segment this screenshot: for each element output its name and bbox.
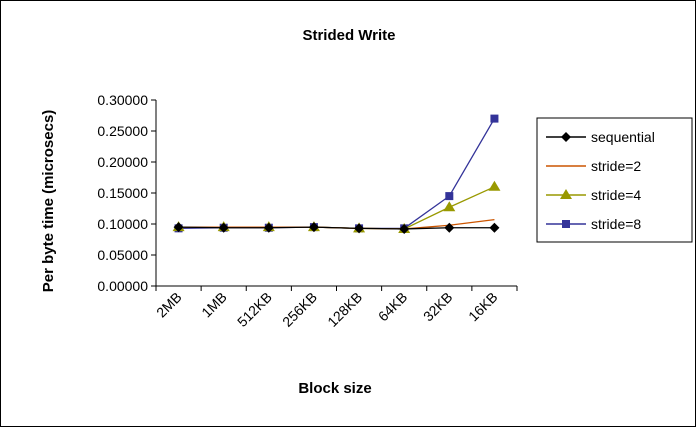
data-point [490,114,499,123]
legend-label: sequential [591,129,655,145]
y-tick-label: 0.20000 [97,154,148,170]
x-tick-label: 16KB [465,289,501,325]
legend-label: stride=4 [591,187,641,203]
data-point [488,180,501,191]
y-tick-label: 0.25000 [97,123,148,139]
legend-label: stride=8 [591,216,641,232]
series-line [178,118,495,229]
x-tick-label: 1MB [198,289,230,321]
data-point [308,222,319,233]
data-point [263,222,274,233]
legend-label: stride=2 [591,158,641,174]
legend-marker [560,189,572,199]
y-tick-label: 0.15000 [97,185,148,201]
legend-marker [562,220,570,228]
series-stride-8 [174,114,499,233]
data-point [354,223,365,234]
x-tick-label: 64KB [375,289,411,325]
x-tick-label: 256KB [279,289,320,330]
series-layer [172,114,501,234]
y-axis-title: Per byte time (microsecs) [40,110,57,293]
x-tick-label: 32KB [420,289,456,325]
x-tick-label: 128KB [324,289,365,330]
data-point [443,201,456,212]
chart-title: Strided Write [302,27,395,44]
legend-item: stride=4 [546,187,641,203]
series-sequential [173,222,500,234]
data-point [445,192,454,201]
data-point [489,222,500,233]
y-tick-label: 0.30000 [97,92,148,108]
y-tick-label: 0.10000 [97,216,148,232]
legend-marker [561,132,571,142]
series-line [178,226,495,230]
x-tick-label: 2MB [153,289,185,321]
x-tick-label: 512KB [234,289,275,330]
data-point [173,222,184,233]
y-tick-label: 0.00000 [97,278,148,294]
legend: sequential stride=2 stride=4 stride=8 [536,117,693,243]
x-axis-title: Block size [298,380,371,397]
legend-item: stride=2 [546,158,641,174]
data-point [218,222,229,233]
legend-item: stride=8 [546,216,641,232]
data-point [399,223,410,234]
legend-item: sequential [546,129,655,145]
y-tick-label: 0.05000 [97,247,148,263]
data-point [444,222,455,233]
